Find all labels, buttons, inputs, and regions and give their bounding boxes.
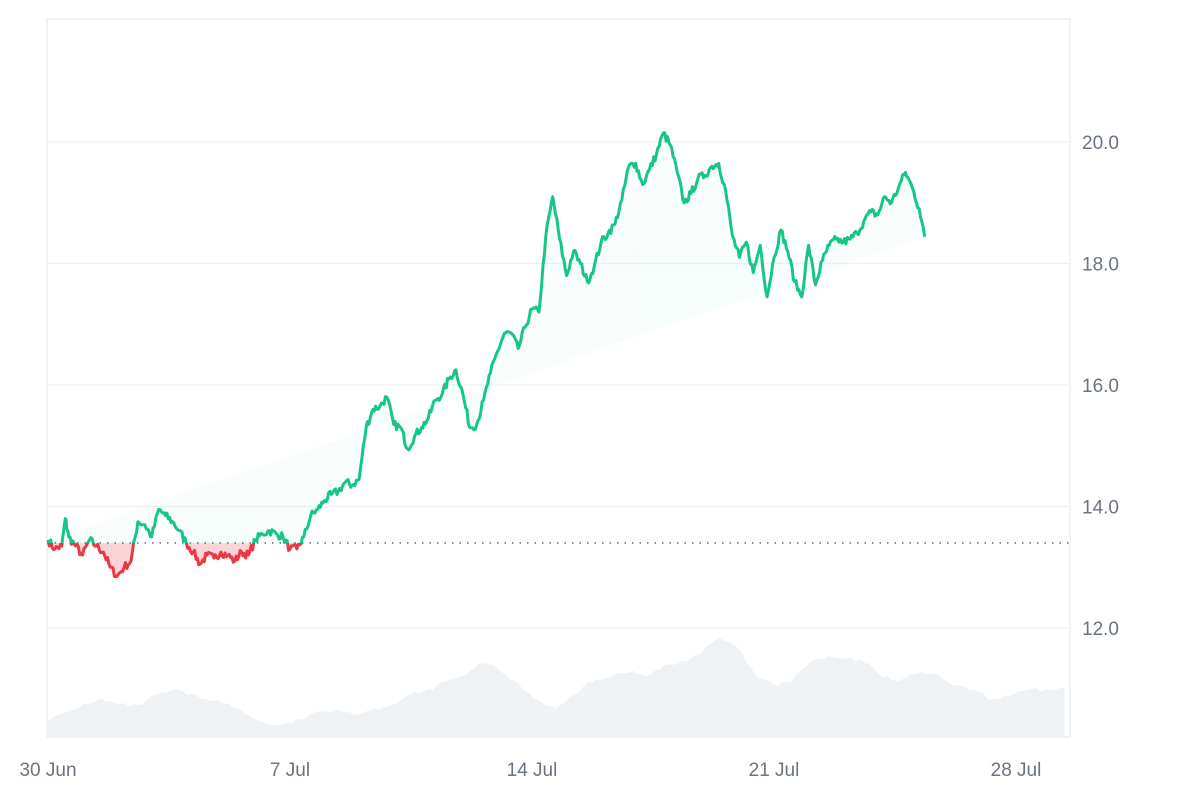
x-axis: 30 Jun 7 Jul 14 Jul 21 Jul 28 Jul bbox=[19, 760, 1041, 781]
y-tick-label: 16.0 bbox=[1082, 376, 1119, 397]
y-axis: 12.0 14.0 16.0 18.0 20.0 bbox=[1082, 133, 1119, 640]
price-line-up[interactable] bbox=[46, 131, 927, 577]
price-area-below-baseline bbox=[48, 542, 302, 577]
y-tick-label: 12.0 bbox=[1082, 619, 1119, 640]
x-tick-label: 28 Jul bbox=[991, 760, 1042, 781]
volume-area bbox=[47, 637, 1065, 737]
x-tick-label: 21 Jul bbox=[749, 760, 800, 781]
price-area-above-baseline bbox=[48, 132, 925, 543]
y-tick-label: 18.0 bbox=[1082, 255, 1119, 276]
x-tick-label: 30 Jun bbox=[19, 760, 76, 781]
price-line-down[interactable] bbox=[47, 133, 925, 578]
y-tick-label: 20.0 bbox=[1082, 133, 1119, 154]
plot-frame bbox=[46, 18, 1071, 738]
y-tick-label: 14.0 bbox=[1082, 498, 1119, 519]
x-tick-label: 14 Jul bbox=[507, 760, 558, 781]
x-tick-label: 7 Jul bbox=[270, 760, 310, 781]
